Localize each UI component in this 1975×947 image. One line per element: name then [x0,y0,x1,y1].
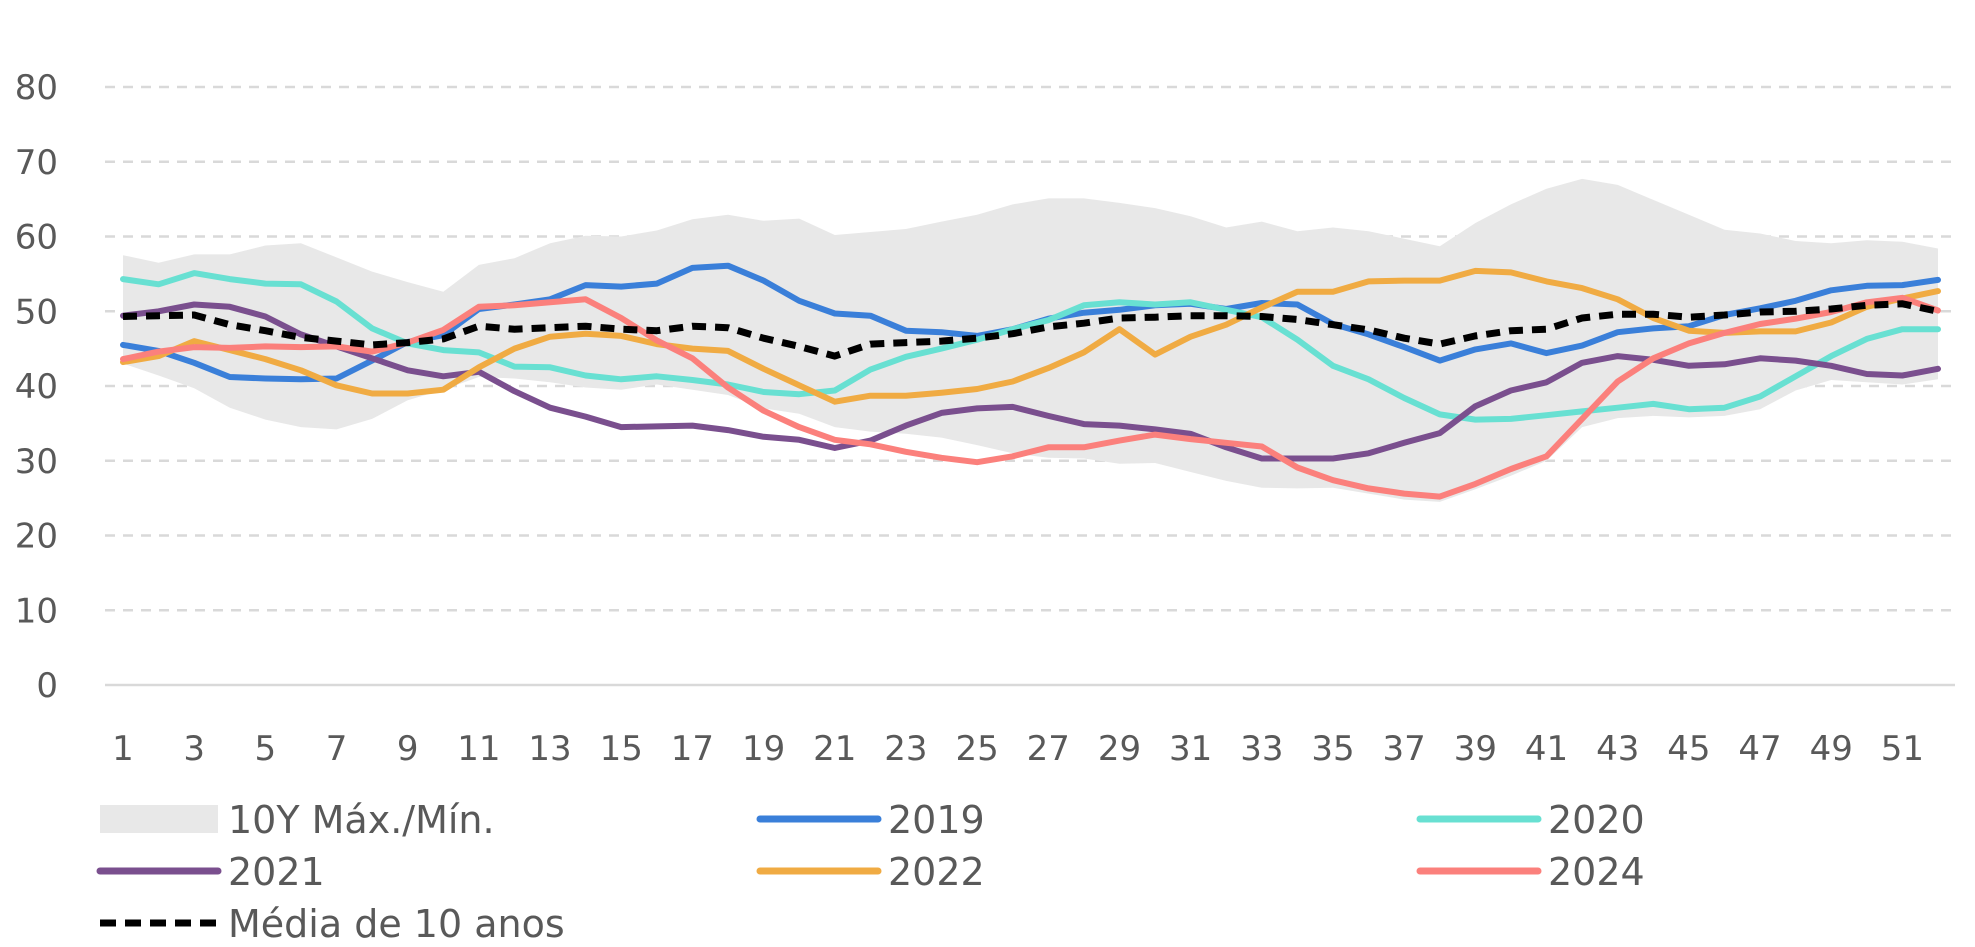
x-tick-label: 27 [1027,729,1070,769]
legend-label-2022: 2022 [888,850,985,894]
x-tick-label: 33 [1240,729,1283,769]
x-tick-label: 9 [397,729,419,769]
legend-label-2019: 2019 [888,798,985,842]
legend-item-2024: 2024 [1416,850,1645,894]
y-axis-ticks: 0 10 20 30 40 50 60 70 80 [15,68,58,706]
y-tick-label: 40 [15,367,58,407]
x-tick-label: 11 [457,729,500,769]
x-tick-label: 23 [884,729,927,769]
y-tick-label: 60 [15,218,58,258]
x-tick-label: 25 [955,729,998,769]
series-line-2022 [120,267,1941,405]
legend-item-band: 10Y Máx./Mín. [100,798,495,842]
legend-label-avg: Média de 10 anos [228,902,565,946]
x-axis-ticks: 1 3 5 7 9 11 13 15 17 19 21 23 25 27 29 31 33 35 37 39 41 43 4… [112,729,1924,769]
x-tick-label: 5 [255,729,277,769]
legend-item-avg: Média de 10 anos [100,902,565,946]
legend-swatch-band [100,805,218,833]
legend-item-2021: 2021 [96,850,325,894]
x-tick-label: 41 [1525,729,1568,769]
x-tick-label: 13 [528,729,571,769]
legend-label-band: 10Y Máx./Mín. [228,798,495,842]
x-tick-label: 1 [112,729,134,769]
x-tick-label: 19 [742,729,785,769]
legend: 10Y Máx./Mín. 2019 2020 2021 2022 2024 M… [96,798,1645,946]
legend-label-2024: 2024 [1548,850,1645,894]
x-tick-label: 47 [1738,729,1781,769]
x-tick-label: 37 [1383,729,1426,769]
x-tick-label: 35 [1311,729,1354,769]
y-tick-label: 0 [36,666,58,706]
x-tick-label: 51 [1881,729,1924,769]
y-tick-label: 80 [15,68,58,108]
series-line-2021 [120,301,1941,462]
legend-item-2019: 2019 [756,798,985,842]
legend-label-2020: 2020 [1548,798,1645,842]
x-tick-label: 49 [1810,729,1853,769]
y-tick-label: 20 [15,517,58,557]
x-tick-label: 45 [1667,729,1710,769]
y-tick-label: 30 [15,442,58,482]
x-tick-label: 29 [1098,729,1141,769]
x-tick-label: 15 [600,729,643,769]
series-line-m-dia-de-10-anos [122,300,1939,360]
y-tick-label: 70 [15,143,58,183]
y-tick-label: 50 [15,292,58,332]
series-line-2024 [120,294,1941,500]
legend-label-2021: 2021 [228,850,325,894]
series-line-2020 [120,270,1941,423]
legend-item-2020: 2020 [1416,798,1645,842]
legend-item-2022: 2022 [756,850,985,894]
x-tick-label: 21 [813,729,856,769]
x-tick-label: 43 [1596,729,1639,769]
x-tick-label: 7 [326,729,348,769]
series-lines [120,262,1941,500]
x-tick-label: 17 [671,729,714,769]
y-tick-label: 10 [15,591,58,631]
x-tick-label: 3 [183,729,205,769]
x-tick-label: 31 [1169,729,1212,769]
x-tick-label: 39 [1454,729,1497,769]
